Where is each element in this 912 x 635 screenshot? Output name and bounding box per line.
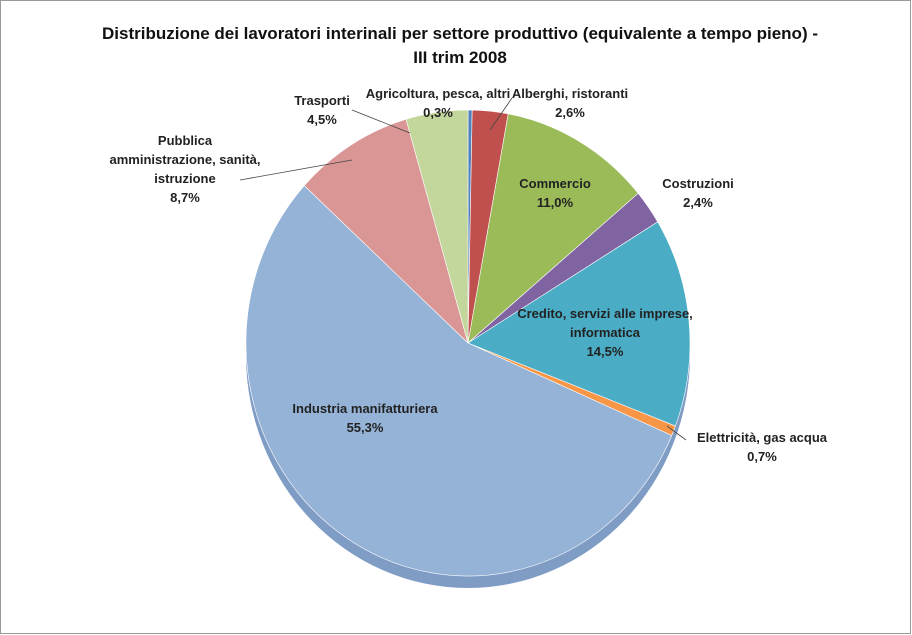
category-label: Trasporti xyxy=(294,93,350,108)
value-label: 8,7% xyxy=(170,190,200,205)
pie-slice xyxy=(405,109,469,344)
value-label: 2,6% xyxy=(555,105,585,120)
leader-line xyxy=(351,109,411,134)
value-label: 55,3% xyxy=(346,420,384,435)
value-label: 11,0% xyxy=(536,195,574,210)
pie-slice xyxy=(467,221,691,427)
category-label: Industria manifatturiera xyxy=(292,401,438,416)
category-label: Alberghi, ristoranti xyxy=(511,86,629,101)
value-label: 0,3% xyxy=(423,105,453,120)
category-label: Elettricità, gas acqua xyxy=(696,430,828,445)
data-label: Agricoltura, pesca, altri 0,3% xyxy=(348,84,528,122)
category-label: Costruzioni xyxy=(662,176,734,191)
leader-line xyxy=(239,159,353,181)
category-label: Agricoltura, pesca, altri xyxy=(365,86,511,101)
data-label: Trasporti 4,5% xyxy=(272,91,372,129)
data-label: Industria manifatturiera 55,3% xyxy=(250,399,480,437)
value-label: 0,7% xyxy=(747,449,777,464)
chart-title: Distribuzione dei lavoratori interinali … xyxy=(102,24,818,67)
value-label: 2,4% xyxy=(683,195,713,210)
pie-slice xyxy=(245,185,673,577)
category-label: Credito, servizi alle imprese, informati… xyxy=(517,306,693,340)
pie-slice xyxy=(303,118,469,344)
value-label: 4,5% xyxy=(307,112,337,127)
data-label: Credito, servizi alle imprese, informati… xyxy=(515,304,695,361)
data-label: Alberghi, ristoranti 2,6% xyxy=(490,84,650,122)
data-label: Pubblica amministrazione, sanità, istruz… xyxy=(105,131,265,207)
pie-slice xyxy=(467,113,639,344)
value-label: 14,5% xyxy=(586,344,624,359)
leader-line xyxy=(489,97,513,131)
category-label: Pubblica amministrazione, sanità, istruz… xyxy=(109,133,261,186)
leader-line xyxy=(666,425,687,441)
data-label: Elettricità, gas acqua 0,7% xyxy=(677,428,847,466)
data-label: Costruzioni 2,4% xyxy=(643,174,753,212)
category-label: Commercio xyxy=(519,176,591,191)
data-label: Commercio 11,0% xyxy=(495,174,615,212)
